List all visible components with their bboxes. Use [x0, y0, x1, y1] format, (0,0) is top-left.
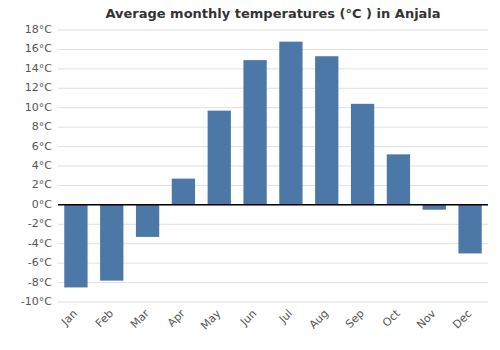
y-tick-label: 12°C [25, 81, 52, 94]
y-tick-label: 10°C [25, 101, 52, 114]
grid-line [58, 30, 488, 31]
y-tick-label: 14°C [25, 62, 52, 75]
chart-title: Average monthly temperatures (°C ) in An… [105, 6, 440, 21]
grid-line [58, 282, 488, 283]
y-tick-label: 0°C [32, 198, 52, 211]
x-tick-label: Apr [165, 307, 188, 330]
grid-line [58, 146, 488, 147]
y-tick-label: 6°C [32, 140, 52, 153]
y-tick-label: -8°C [28, 276, 52, 289]
y-tick-label: -6°C [28, 256, 52, 269]
y-tick-label: 8°C [32, 120, 52, 133]
grid-line [58, 107, 488, 108]
x-tick-label: Nov [414, 307, 439, 332]
grid-line [58, 204, 488, 205]
y-tick-label: -2°C [28, 217, 52, 230]
grid-line [58, 185, 488, 186]
x-tick-label: Dec [450, 307, 474, 331]
bar [136, 205, 159, 237]
bars [64, 42, 481, 288]
grid-line [58, 127, 488, 128]
bar [387, 154, 410, 205]
y-tick-label: 18°C [25, 23, 52, 36]
y-tick-label: 16°C [25, 42, 52, 55]
y-axis: -10°C -8°C -6°C -4°C -2°C 0°C 2°C 4°C 6°C 8°C 10°C… [21, 23, 52, 308]
y-tick-label: 4°C [32, 159, 52, 172]
y-tick-label: -10°C [21, 295, 52, 308]
x-tick-label: Feb [93, 307, 116, 330]
grid-line [58, 166, 488, 167]
grid-line [58, 88, 488, 89]
x-tick-label: Oct [380, 307, 403, 330]
chart-container: Average monthly temperatures (°C ) in An… [0, 0, 500, 350]
x-tick-label: Aug [307, 307, 331, 331]
zero-line [58, 204, 488, 206]
bar [279, 42, 302, 205]
x-tick-label: Sep [343, 307, 367, 331]
bar [243, 60, 266, 205]
x-tick-label: Mar [128, 307, 152, 331]
grid-line [58, 68, 488, 69]
bar [208, 111, 231, 205]
y-tick-label: -4°C [28, 237, 52, 250]
grid-line [58, 49, 488, 50]
x-tick-label: May [198, 307, 224, 333]
bar [172, 179, 195, 205]
bar [64, 205, 87, 288]
y-tick-label: 2°C [32, 178, 52, 191]
chart-svg: Average monthly temperatures (°C ) in An… [0, 0, 500, 350]
bar [351, 104, 374, 205]
x-tick-label: Jan [58, 307, 80, 329]
bar [458, 205, 481, 254]
grid [58, 30, 488, 302]
bar [100, 205, 123, 281]
grid-line [58, 302, 488, 303]
x-tick-label: Jul [276, 307, 295, 326]
x-axis: Jan Feb Mar Apr May Jun Jul Aug Sep Oct Nov Dec [58, 307, 474, 333]
x-tick-label: Jun [237, 307, 259, 329]
bar [315, 56, 338, 205]
